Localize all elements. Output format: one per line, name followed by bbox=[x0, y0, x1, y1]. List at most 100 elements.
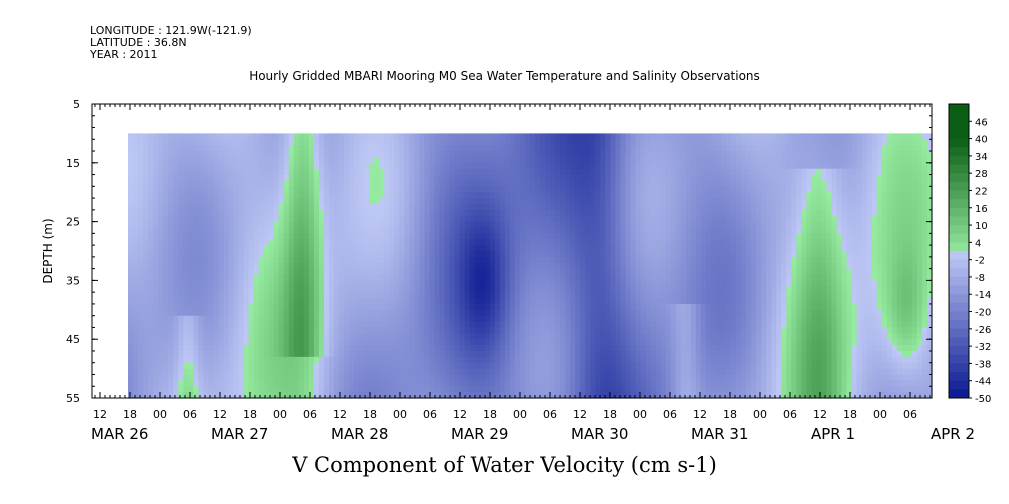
heatmap-cell bbox=[198, 268, 204, 276]
heatmap-cell bbox=[494, 180, 501, 187]
heatmap-cell bbox=[665, 145, 672, 152]
heatmap-cell bbox=[163, 298, 169, 305]
heatmap-cell bbox=[183, 186, 189, 193]
heatmap-cell bbox=[670, 221, 677, 229]
heatmap-cell bbox=[303, 245, 310, 252]
heatmap-cell bbox=[228, 298, 235, 305]
heatmap-cell bbox=[178, 333, 184, 340]
heatmap-cell bbox=[183, 350, 189, 358]
heatmap-cell bbox=[323, 268, 330, 276]
heatmap-cell bbox=[489, 168, 496, 176]
heatmap-cell bbox=[454, 350, 461, 358]
heatmap-cell bbox=[565, 198, 571, 205]
heatmap-cell bbox=[565, 256, 571, 264]
heatmap-cell bbox=[409, 203, 416, 211]
heatmap-cell bbox=[178, 162, 184, 170]
heatmap-cell bbox=[484, 227, 491, 234]
heatmap-cell bbox=[404, 145, 411, 152]
heatmap-cell bbox=[188, 345, 194, 352]
heatmap-cell bbox=[308, 356, 315, 364]
heatmap-cell bbox=[344, 286, 350, 293]
heatmap-cell bbox=[665, 327, 672, 334]
heatmap-cell bbox=[278, 133, 285, 140]
heatmap-cell bbox=[494, 256, 501, 264]
heatmap-cell bbox=[479, 186, 486, 193]
heatmap-cell bbox=[313, 339, 320, 346]
heatmap-cell bbox=[208, 339, 215, 346]
heatmap-cell bbox=[655, 251, 662, 258]
heatmap-cell bbox=[489, 380, 496, 387]
heatmap-cell bbox=[610, 227, 617, 234]
heatmap-cell bbox=[384, 215, 390, 223]
heatmap-cell bbox=[469, 133, 476, 140]
heatmap-cell bbox=[359, 327, 365, 334]
heatmap-cell bbox=[419, 180, 426, 187]
heatmap-cell bbox=[545, 251, 551, 258]
heatmap-cell bbox=[474, 274, 481, 281]
heatmap-cell bbox=[349, 327, 355, 334]
heatmap-cell bbox=[519, 180, 526, 187]
heatmap-cell bbox=[188, 168, 194, 176]
heatmap-cell bbox=[645, 327, 652, 334]
heatmap-cell bbox=[675, 245, 682, 252]
heatmap-cell bbox=[178, 245, 184, 252]
heatmap-cell bbox=[349, 321, 355, 329]
heatmap-cell bbox=[449, 245, 456, 252]
heatmap-cell bbox=[519, 315, 526, 323]
heatmap-cell bbox=[334, 145, 340, 152]
heatmap-cell bbox=[308, 233, 315, 240]
heatmap-cell bbox=[198, 198, 204, 205]
heatmap-cell bbox=[278, 180, 285, 187]
heatmap-cell bbox=[213, 156, 220, 164]
heatmap-cell bbox=[555, 356, 561, 364]
heatmap-cell bbox=[173, 221, 179, 229]
heatmap-cell bbox=[509, 215, 516, 223]
heatmap-cell bbox=[605, 262, 612, 270]
heatmap-cell bbox=[218, 368, 225, 376]
heatmap-cell bbox=[585, 186, 591, 193]
heatmap-cell bbox=[243, 339, 250, 346]
heatmap-cell bbox=[670, 227, 677, 234]
heatmap-cell bbox=[680, 203, 687, 211]
heatmap-cell bbox=[625, 362, 632, 370]
heatmap-cell bbox=[173, 227, 179, 234]
heatmap-cell bbox=[409, 327, 416, 334]
heatmap-cell bbox=[213, 268, 220, 276]
heatmap-cell bbox=[313, 151, 320, 158]
heatmap-cell bbox=[308, 286, 315, 293]
heatmap-cell bbox=[389, 215, 395, 223]
heatmap-cell bbox=[509, 345, 516, 352]
heatmap-cell bbox=[595, 162, 601, 170]
heatmap-cell bbox=[218, 186, 225, 193]
heatmap-cell bbox=[419, 380, 426, 387]
heatmap-cell bbox=[369, 227, 375, 234]
heatmap-cell bbox=[590, 274, 596, 281]
heatmap-cell bbox=[399, 186, 405, 193]
heatmap-cell bbox=[474, 268, 481, 276]
heatmap-cell bbox=[178, 262, 184, 270]
heatmap-cell bbox=[303, 180, 310, 187]
heatmap-cell bbox=[283, 151, 290, 158]
heatmap-cell bbox=[615, 139, 622, 146]
heatmap-cell bbox=[288, 333, 295, 340]
heatmap-cell bbox=[404, 133, 411, 140]
heatmap-cell bbox=[233, 215, 240, 223]
heatmap-cell bbox=[394, 239, 400, 246]
heatmap-cell bbox=[464, 309, 471, 317]
heatmap-cell bbox=[339, 380, 345, 387]
heatmap-cell bbox=[454, 392, 461, 399]
heatmap-cell bbox=[183, 180, 189, 187]
heatmap-cell bbox=[484, 245, 491, 252]
heatmap-cell bbox=[454, 221, 461, 229]
heatmap-cell bbox=[178, 327, 184, 334]
heatmap-cell bbox=[429, 227, 436, 234]
heatmap-cell bbox=[550, 151, 556, 158]
heatmap-cell bbox=[389, 156, 395, 164]
heatmap-cell bbox=[158, 145, 164, 152]
heatmap-cell bbox=[469, 362, 476, 370]
heatmap-cell bbox=[680, 174, 687, 182]
heatmap-cell bbox=[238, 145, 245, 152]
heatmap-cell bbox=[288, 133, 295, 140]
heatmap-cell bbox=[238, 227, 245, 234]
heatmap-cell bbox=[323, 192, 330, 199]
